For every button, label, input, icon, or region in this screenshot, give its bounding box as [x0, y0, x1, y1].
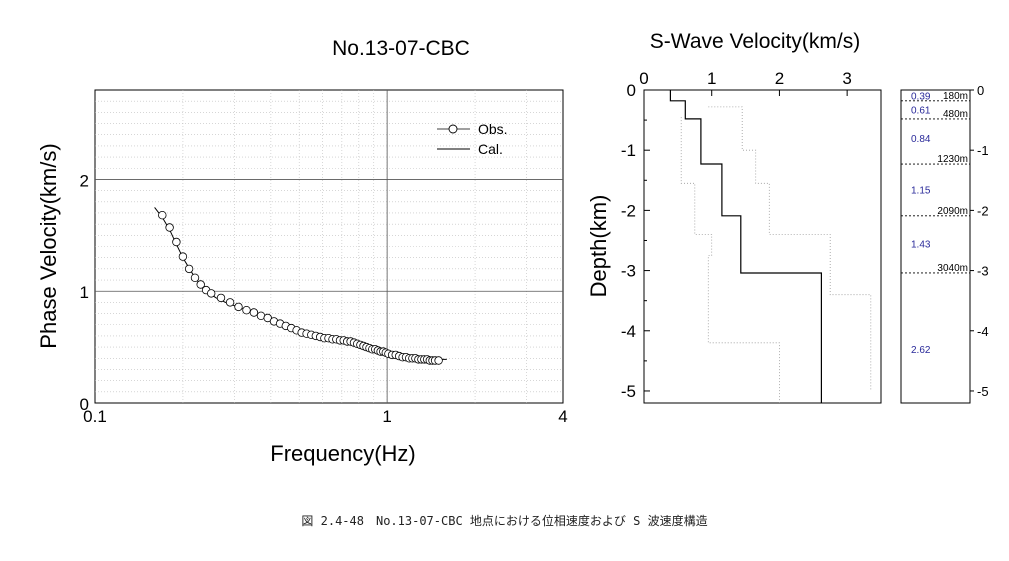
y-tick-label: -3	[621, 262, 636, 281]
obs-point	[172, 237, 181, 247]
obs-point	[206, 289, 216, 298]
obs-point	[434, 356, 443, 365]
column-tick-label: -3	[977, 264, 989, 279]
obs-point	[178, 252, 188, 261]
obs-point	[216, 293, 226, 303]
dispersion-xlabel: Frequency(Hz)	[270, 441, 415, 466]
y-tick-label: -1	[621, 141, 636, 160]
profile-ticks: 0 1 2 3 0 -1 -2 -3 -4 -5	[621, 69, 852, 401]
dispersion-ticks: 0.1 1 4 0 1 2	[80, 171, 568, 426]
profile-series	[669, 90, 872, 403]
obs-point	[190, 273, 200, 282]
obs-point	[158, 210, 167, 220]
dispersion-chart: 0.1 1 4 0 1 2 Obs. Cal. No.13-07-CBC Frequenc…	[36, 37, 568, 466]
legend-obs-label: Obs.	[478, 121, 508, 137]
boundary-depth-label: 3040m	[937, 263, 968, 274]
figure-caption: 図 2.4-48 No.13-07-CBC 地点における位相速度および S 波速…	[301, 514, 708, 528]
dispersion-ylabel: Phase Velocity(km/s)	[36, 143, 61, 348]
dispersion-grid	[95, 90, 563, 403]
y-tick-label: -2	[621, 201, 636, 220]
boundary-depth-label: 2090m	[937, 206, 968, 217]
obs-point	[225, 298, 235, 307]
dispersion-title: No.13-07-CBC	[332, 37, 470, 60]
dispersion-series	[154, 207, 447, 365]
layer-velocity-label: 1.43	[911, 239, 931, 250]
y-tick-label: 0	[80, 395, 89, 414]
obs-point	[263, 313, 272, 323]
column-tick-label: -2	[977, 203, 989, 218]
legend-obs-marker	[448, 124, 458, 134]
profile-title: S-Wave Velocity(km/s)	[650, 30, 860, 53]
legend-cal-label: Cal.	[478, 141, 503, 157]
column-tick-label: -5	[977, 384, 989, 399]
boundary-depth-label: 180m	[943, 91, 968, 102]
layer-column-frame	[900, 89, 971, 404]
layer-velocity-label: 0.61	[911, 105, 931, 116]
dispersion-legend: Obs. Cal.	[437, 121, 508, 157]
lower-bound-line	[680, 117, 780, 403]
x-tick-label: 0.1	[83, 407, 107, 426]
x-tick-label: 2	[775, 69, 784, 88]
boundary-depth-label: 1230m	[937, 154, 968, 165]
upper-bound-line	[708, 106, 872, 391]
layer-velocity-label: 0.84	[911, 134, 931, 145]
x-tick-label: 4	[558, 407, 567, 426]
x-tick-label: 3	[842, 69, 851, 88]
obs-point	[196, 280, 205, 289]
y-tick-label: -5	[621, 382, 636, 401]
y-tick-label: -4	[621, 322, 636, 341]
column-tick-label: -1	[977, 143, 989, 158]
obs-point	[184, 264, 194, 274]
column-tick-label: -4	[977, 324, 989, 339]
x-tick-label: 0	[639, 69, 648, 88]
profile-ylabel: Depth(km)	[586, 195, 611, 298]
layer-velocity-label: 2.62	[911, 345, 931, 356]
x-tick-label: 1	[382, 407, 391, 426]
profile-plot-area	[643, 89, 882, 404]
boundary-depth-label: 480m	[943, 109, 968, 120]
profile-line	[669, 90, 823, 403]
layer-contents: 180m 480m 1230m 2090m 3040m 0.39 0.61 0.84 1.15 1…	[901, 83, 989, 399]
obs-point	[249, 308, 259, 317]
obs-point	[242, 306, 251, 315]
obs-point	[234, 302, 243, 312]
layer-velocity-label: 1.15	[911, 185, 931, 196]
y-tick-label: 0	[627, 81, 636, 100]
obs-point	[165, 223, 174, 232]
layer-velocity-label: 0.39	[911, 91, 931, 102]
y-tick-label: 1	[80, 283, 89, 302]
x-tick-label: 1	[707, 69, 716, 88]
velocity-profile-chart: 0 1 2 3 0 -1 -2 -3 -4 -5 S-Wave Velocity(km/s) De…	[586, 30, 882, 404]
y-tick-label: 2	[80, 171, 89, 190]
column-tick-label: 0	[977, 83, 984, 98]
layer-column: 180m 480m 1230m 2090m 3040m 0.39 0.61 0.84 1.15 1…	[900, 83, 989, 404]
